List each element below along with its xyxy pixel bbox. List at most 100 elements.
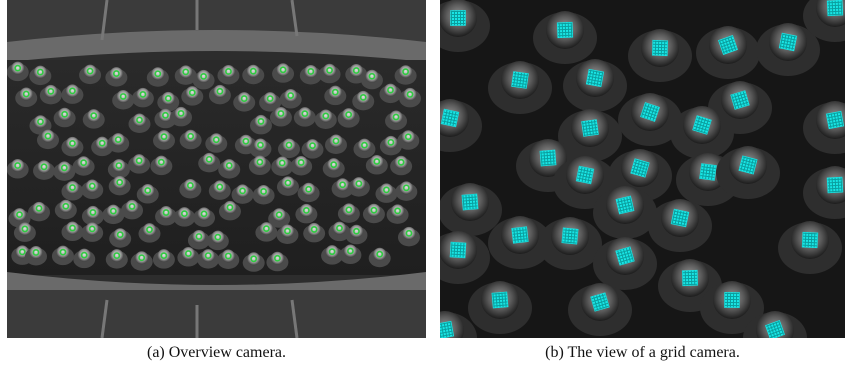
detection-marker: [224, 252, 232, 260]
detection-marker: [402, 68, 410, 76]
person: [179, 178, 202, 199]
person-head: [327, 158, 341, 172]
person-head: [275, 156, 289, 170]
detection-marker: [80, 159, 88, 167]
detection-marker: [284, 227, 291, 235]
grid-detection-patch: [585, 68, 605, 88]
person: [303, 222, 326, 243]
person: [756, 23, 820, 76]
person-head: [402, 226, 416, 240]
detection-marker: [187, 132, 195, 140]
person: [248, 155, 271, 176]
person: [279, 89, 302, 109]
person: [7, 159, 29, 179]
detection-marker: [16, 211, 23, 219]
person: [205, 133, 228, 153]
detection-marker: [184, 250, 192, 257]
detection-marker: [112, 70, 120, 77]
detection-marker: [242, 137, 250, 145]
grid-camera-image: [440, 0, 845, 338]
detection-marker: [225, 162, 233, 169]
person: [192, 69, 215, 90]
person-head: [399, 65, 413, 79]
person: [108, 175, 131, 196]
detection-marker: [383, 186, 390, 194]
detection-marker: [115, 162, 123, 169]
person-head: [65, 136, 79, 150]
grid-detection-patch: [511, 226, 529, 244]
person: [53, 161, 76, 181]
person-head: [19, 87, 33, 101]
detection-marker: [212, 136, 220, 144]
person: [107, 133, 130, 153]
grid-detection-patch: [670, 208, 690, 228]
detection-marker: [239, 187, 246, 195]
person-head: [59, 199, 73, 213]
person: [324, 85, 347, 106]
person-head: [158, 108, 172, 122]
detection-marker: [44, 132, 52, 140]
person: [593, 237, 657, 290]
person-head: [116, 89, 130, 103]
person: [440, 183, 502, 236]
person-head: [106, 204, 120, 218]
person-head: [284, 89, 298, 103]
person: [107, 159, 130, 179]
person-head: [294, 155, 308, 169]
detection-marker: [332, 137, 340, 145]
person: [803, 0, 845, 42]
grid-detection-patch: [724, 292, 740, 308]
detection-marker: [225, 68, 232, 75]
detection-marker: [397, 158, 405, 166]
person: [187, 229, 210, 250]
person-head: [85, 179, 99, 193]
grid-detection-patch: [491, 291, 509, 309]
detection-marker: [195, 233, 203, 240]
detection-marker: [146, 226, 153, 234]
person-head: [352, 177, 366, 191]
person-head: [141, 184, 155, 198]
person-head: [298, 107, 312, 121]
person: [259, 92, 282, 112]
person: [128, 154, 151, 174]
person-head: [237, 92, 251, 106]
person: [778, 221, 842, 274]
person: [61, 84, 84, 104]
caption-grid-camera: (b) The view of a grid camera.: [545, 344, 740, 361]
detection-marker: [136, 116, 143, 124]
detection-marker: [186, 182, 194, 189]
detection-marker: [80, 251, 88, 259]
grid-detection-patch: [765, 320, 785, 338]
person-head: [125, 199, 139, 213]
person: [328, 221, 351, 242]
person-head: [111, 133, 125, 147]
person-head: [349, 224, 363, 238]
person-head: [253, 155, 267, 169]
person-head: [391, 204, 405, 218]
person: [173, 207, 196, 227]
person-head: [192, 229, 206, 243]
person: [130, 251, 153, 271]
person-head: [109, 67, 123, 81]
person-head: [41, 129, 55, 143]
person: [252, 184, 275, 205]
person-head: [328, 85, 342, 99]
person: [174, 65, 197, 85]
person: [337, 108, 360, 128]
person-head: [236, 184, 250, 198]
person-head: [281, 176, 295, 190]
person-head: [18, 222, 32, 236]
person: [105, 249, 128, 269]
person-head: [157, 130, 171, 144]
person-head: [11, 159, 25, 173]
person-head: [254, 114, 268, 128]
person-head: [33, 115, 47, 129]
detection-marker: [88, 182, 96, 190]
person: [217, 64, 240, 85]
grid-detection-patch: [640, 102, 660, 122]
detection-marker: [347, 247, 354, 255]
person-head: [274, 107, 288, 121]
person-head: [389, 110, 403, 124]
detection-marker: [135, 157, 143, 165]
person: [276, 176, 299, 196]
